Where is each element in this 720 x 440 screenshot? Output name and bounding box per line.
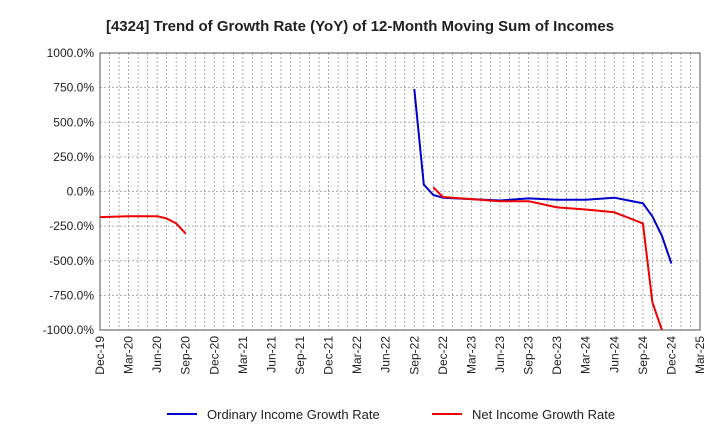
y-tick-label: 1000.0% xyxy=(47,46,95,60)
grid xyxy=(99,52,701,331)
y-tick-label: -500.0% xyxy=(49,254,94,268)
x-tick-label: Mar-23 xyxy=(464,336,478,374)
y-tick-label: -250.0% xyxy=(49,219,94,233)
y-tick-label: 750.0% xyxy=(53,81,94,95)
axes: 1000.0% 750.0% 500.0% 250.0% 0.0% -250.0% -500… xyxy=(43,46,707,375)
y-tick-label: -750.0% xyxy=(49,288,94,302)
x-tick-label: Dec-20 xyxy=(207,336,221,375)
x-tick-label: Mar-24 xyxy=(579,336,593,374)
series-line-1 xyxy=(413,88,673,264)
x-tick-label: Dec-23 xyxy=(550,336,564,375)
x-tick-label: Dec-22 xyxy=(436,336,450,375)
series-line-2 xyxy=(99,215,187,235)
y-tick-label: -1000.0% xyxy=(43,323,95,337)
series-lines xyxy=(99,88,673,331)
x-tick-label: Sep-24 xyxy=(636,336,650,375)
y-tick-label: 0.0% xyxy=(67,185,95,199)
x-tick-label: Jun-20 xyxy=(150,336,164,373)
x-tick-label: Sep-23 xyxy=(522,336,536,375)
chart-title: [4324] Trend of Growth Rate (YoY) of 12-… xyxy=(106,18,614,35)
x-tick-label: Sep-22 xyxy=(407,336,421,375)
legend: Ordinary Income Growth Rate Net Income Gr… xyxy=(167,407,615,422)
legend-label-2: Net Income Growth Rate xyxy=(472,407,615,422)
y-tick-label: 500.0% xyxy=(53,115,94,129)
y-tick-label: 250.0% xyxy=(53,150,94,164)
x-tick-label: Mar-22 xyxy=(350,336,364,374)
x-tick-label: Mar-20 xyxy=(122,336,136,374)
x-tick-label: Sep-21 xyxy=(293,336,307,375)
x-tick-label: Jun-23 xyxy=(493,336,507,373)
plot-frame xyxy=(99,52,701,331)
x-tick-label: Dec-21 xyxy=(322,336,336,375)
x-tick-label: Jun-21 xyxy=(264,336,278,373)
legend-label-1: Ordinary Income Growth Rate xyxy=(207,407,380,422)
x-tick-label: Mar-25 xyxy=(693,336,707,374)
x-tick-label: Sep-20 xyxy=(179,336,193,375)
x-tick-label: Dec-19 xyxy=(93,336,107,375)
series-line-2 xyxy=(432,186,663,331)
x-tick-label: Jun-24 xyxy=(607,336,621,373)
x-tick-label: Dec-24 xyxy=(664,336,678,375)
x-tick-label: Mar-21 xyxy=(236,336,250,374)
x-tick-label: Jun-22 xyxy=(379,336,393,373)
